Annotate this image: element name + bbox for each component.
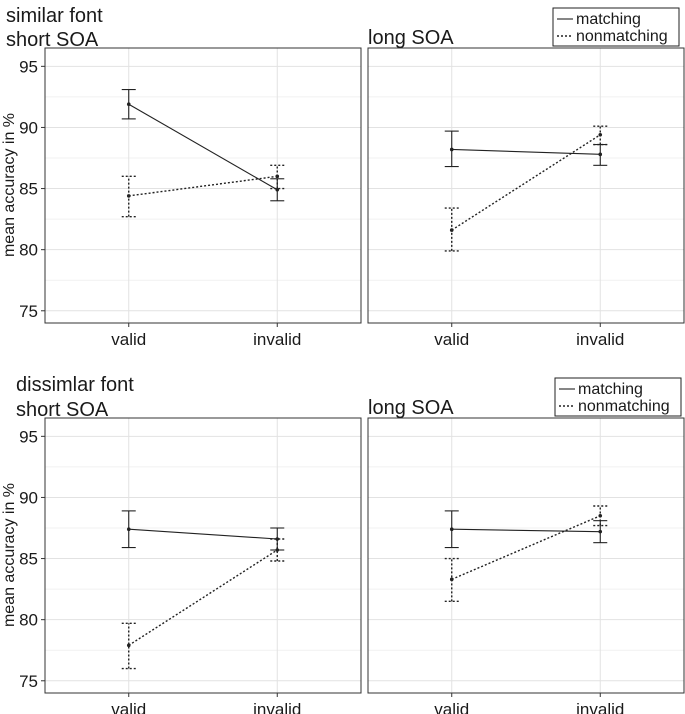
y-tick-label: 75 xyxy=(19,672,38,691)
y-tick-label: 75 xyxy=(19,302,38,321)
data-point xyxy=(449,577,454,582)
data-point xyxy=(449,527,454,532)
data-point xyxy=(126,194,131,198)
x-tick-label: invalid xyxy=(253,330,301,349)
legend-label: nonmatching xyxy=(576,28,668,45)
x-tick-label: invalid xyxy=(253,700,301,714)
data-point xyxy=(598,529,603,534)
y-tick-label: 95 xyxy=(19,427,38,446)
y-tick-label: 80 xyxy=(19,611,38,630)
series-line xyxy=(451,528,601,533)
y-axis-label: mean accuracy in % xyxy=(1,483,18,627)
panel-title: short SOA xyxy=(6,29,99,51)
data-point xyxy=(275,187,280,192)
panel-title: long SOA xyxy=(368,27,454,49)
legend-box xyxy=(552,7,680,47)
legend-box xyxy=(554,377,682,417)
y-tick-label: 90 xyxy=(19,118,38,137)
x-tick-label: valid xyxy=(434,330,469,349)
panel-border xyxy=(44,417,362,694)
data-point xyxy=(449,147,454,152)
data-point xyxy=(126,527,131,532)
series-line xyxy=(451,515,601,580)
x-tick-label: invalid xyxy=(576,700,624,714)
y-tick-label: 90 xyxy=(19,488,38,507)
x-tick-label: invalid xyxy=(576,330,624,349)
legend-label: nonmatching xyxy=(578,398,670,415)
data-point xyxy=(126,102,131,107)
y-tick-label: 95 xyxy=(19,57,38,76)
series-line xyxy=(128,175,278,197)
data-point xyxy=(598,513,603,518)
y-tick-label: 80 xyxy=(19,241,38,260)
series-line xyxy=(128,528,278,540)
legend-label: matching xyxy=(576,11,641,28)
panel-title: long SOA xyxy=(368,397,454,419)
data-point xyxy=(449,228,454,232)
legend-label: matching xyxy=(578,381,643,398)
data-point xyxy=(275,174,280,179)
data-point xyxy=(275,548,280,552)
panel-title: short SOA xyxy=(16,399,109,421)
y-tick-label: 85 xyxy=(19,180,38,199)
panel-border xyxy=(44,47,362,324)
series-line xyxy=(451,134,601,231)
panel-title: dissimlar font xyxy=(16,374,134,396)
panel-title: similar font xyxy=(6,5,103,27)
y-tick-label: 85 xyxy=(19,550,38,569)
y-axis-label: mean accuracy in % xyxy=(1,113,18,257)
x-tick-label: valid xyxy=(434,700,469,714)
x-tick-label: valid xyxy=(111,330,146,349)
series-line xyxy=(451,148,601,155)
data-point xyxy=(598,132,603,137)
x-tick-label: valid xyxy=(111,700,146,714)
panel-border xyxy=(367,47,685,324)
data-point xyxy=(598,152,603,157)
series-line xyxy=(128,103,278,191)
panel-border xyxy=(367,417,685,694)
data-point xyxy=(126,643,131,648)
series-line xyxy=(128,549,278,646)
